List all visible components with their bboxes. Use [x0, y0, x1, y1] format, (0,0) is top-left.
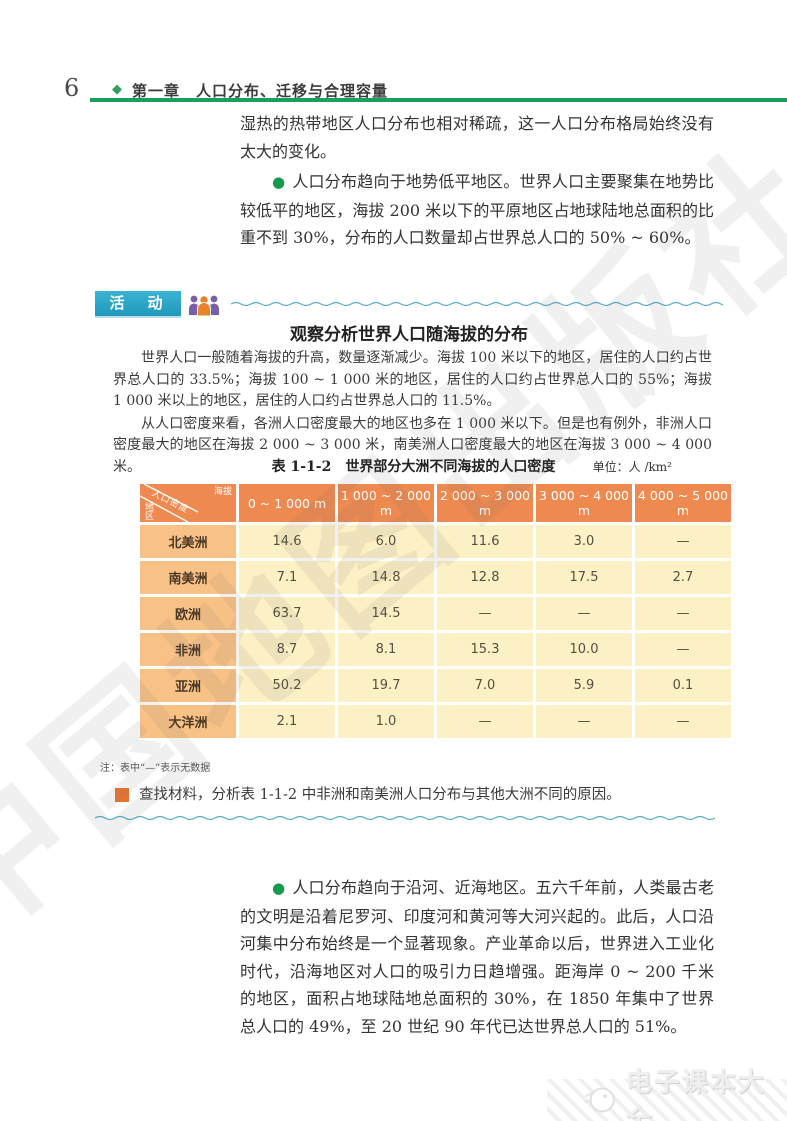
table-cell: 14.5: [338, 597, 434, 630]
table-note: 注：表中“—”表示无数据: [100, 763, 211, 774]
green-dot-icon: ●: [272, 173, 286, 191]
column-header: 3 000 ~ 4 000 m: [536, 484, 632, 522]
table-cell: 5.9: [536, 669, 632, 702]
paragraph: 世界人口一般随着海拔的升高，数量逐渐减少。海拔 100 米以下的地区，居住的人口…: [113, 350, 712, 409]
table-header-row: 海拔 人口密度 地区 0 ~ 1 000 m 1 000 ~ 2 000 m 2…: [140, 484, 731, 522]
table-cell: 1.0: [338, 705, 434, 738]
table-cell: 8.7: [239, 633, 335, 666]
activity-label: 活 动: [95, 291, 181, 316]
table-cell: 17.5: [536, 561, 632, 594]
brand-watermark: 电子课本大全: [583, 1062, 787, 1121]
wavy-divider-top: [231, 301, 723, 307]
table-caption-row: 表 1-1-2 世界部分大洲不同海拔的人口密度 单位：人 /km²: [137, 456, 690, 476]
table-row: 大洋洲 2.1 1.0 — — —: [140, 705, 731, 738]
table-cell: 12.8: [437, 561, 533, 594]
table-cell: —: [536, 597, 632, 630]
diamond-icon: ◆: [112, 82, 122, 97]
paragraph-text: 人口分布趋向于地势低平地区。世界人口主要聚集在地势比较低平的地区，海拔 200 …: [240, 172, 714, 247]
table-row: 南美洲 7.1 14.8 12.8 17.5 2.7: [140, 561, 731, 594]
table-cell: 11.6: [437, 525, 533, 558]
table-row: 北美洲 14.6 6.0 11.6 3.0 —: [140, 525, 731, 558]
table-cell: 63.7: [239, 597, 335, 630]
table-cell: 19.7: [338, 669, 434, 702]
wavy-divider-bottom: [95, 815, 716, 821]
row-header: 南美洲: [140, 561, 236, 594]
people-icon: [189, 295, 219, 316]
row-header: 欧洲: [140, 597, 236, 630]
brand-logo-icon: [584, 1087, 618, 1113]
row-header: 大洋洲: [140, 705, 236, 738]
row-header: 亚洲: [140, 669, 236, 702]
table-head: 海拔 人口密度 地区 0 ~ 1 000 m 1 000 ~ 2 000 m 2…: [140, 484, 731, 522]
activity-body: 世界人口一般随着海拔的升高，数量逐渐减少。海拔 100 米以下的地区，居住的人口…: [113, 348, 712, 478]
column-header: 1 000 ~ 2 000 m: [338, 484, 434, 522]
green-dot-icon: ●: [272, 879, 286, 897]
header-rule: [90, 98, 787, 102]
table-cell: 2.1: [239, 705, 335, 738]
table-cell: —: [635, 597, 731, 630]
table-cell: 14.8: [338, 561, 434, 594]
table-row: 非洲 8.7 8.1 15.3 10.0 —: [140, 633, 731, 666]
table-cell: —: [635, 633, 731, 666]
table-row: 欧洲 63.7 14.5 — — —: [140, 597, 731, 630]
table-caption: 表 1-1-2 世界部分大洲不同海拔的人口密度: [271, 459, 556, 475]
paragraph: 湿热的热带地区人口分布也相对稀疏，这一人口分布格局始终没有太大的变化。: [240, 114, 714, 161]
table-cell: 0.1: [635, 669, 731, 702]
table-cell: 10.0: [536, 633, 632, 666]
table-cell: 7.0: [437, 669, 533, 702]
table-cell: —: [635, 525, 731, 558]
activity-task: 查找材料，分析表 1-1-2 中非洲和南美洲人口分布与其他大洲不同的原因。: [113, 785, 713, 806]
table-cell: 2.7: [635, 561, 731, 594]
table-cell: 14.6: [239, 525, 335, 558]
row-header: 北美洲: [140, 525, 236, 558]
corner-label-region: 地区: [143, 502, 153, 520]
table-cell: —: [437, 597, 533, 630]
page-number: 6: [64, 74, 80, 102]
paragraph: 从人口密度来看，各洲人口密度最大的地区也多在 1 000 米以下。但是也有例外，…: [113, 415, 712, 475]
orange-square-icon: [115, 788, 129, 802]
outro-paragraphs: ● 人口分布趋向于沿河、近海地区。五六千年前，人类最古老的文明是沿着尼罗河、印度河…: [240, 874, 714, 1040]
paragraph: ● 人口分布趋向于沿河、近海地区。五六千年前，人类最古老的文明是沿着尼罗河、印度河…: [240, 874, 714, 1040]
activity-title: 观察分析世界人口随海拔的分布: [290, 325, 528, 345]
table-cell: 3.0: [536, 525, 632, 558]
brand-text: 电子课本大全: [625, 1068, 766, 1121]
table-corner-cell: 海拔 人口密度 地区: [140, 484, 236, 522]
table-cell: 15.3: [437, 633, 533, 666]
task-text: 查找材料，分析表 1-1-2 中非洲和南美洲人口分布与其他大洲不同的原因。: [139, 787, 621, 803]
paragraph: ● 人口分布趋向于地势低平地区。世界人口主要聚集在地势比较低平的地区，海拔 200…: [240, 168, 714, 252]
table-row: 亚洲 50.2 19.7 7.0 5.9 0.1: [140, 669, 731, 702]
chapter-title: 第一章 人口分布、迁移与合理容量: [132, 82, 389, 100]
row-header: 非洲: [140, 633, 236, 666]
paragraph-text: 人口分布趋向于沿河、近海地区。五六千年前，人类最古老的文明是沿着尼罗河、印度河和…: [240, 878, 714, 1036]
table-cell: 7.1: [239, 561, 335, 594]
table-cell: 6.0: [338, 525, 434, 558]
corner-stripes: [547, 1079, 787, 1121]
column-header: 0 ~ 1 000 m: [239, 484, 335, 522]
corner-label-elevation: 海拔: [213, 487, 232, 497]
diagonal-divider-icon: [140, 484, 198, 522]
intro-paragraphs: 湿热的热带地区人口分布也相对稀疏，这一人口分布格局始终没有太大的变化。 ● 人口分…: [240, 110, 714, 252]
column-header: 4 000 ~ 5 000 m: [635, 484, 731, 522]
column-header: 2 000 ~ 3 000 m: [437, 484, 533, 522]
table-body: 北美洲 14.6 6.0 11.6 3.0 — 南美洲 7.1 14.8 12.…: [140, 525, 731, 738]
table-cell: —: [635, 705, 731, 738]
population-density-table: 海拔 人口密度 地区 0 ~ 1 000 m 1 000 ~ 2 000 m 2…: [137, 481, 734, 741]
table-cell: —: [536, 705, 632, 738]
table-cell: 8.1: [338, 633, 434, 666]
table-cell: 50.2: [239, 669, 335, 702]
table-cell: —: [437, 705, 533, 738]
table-unit: 单位：人 /km²: [592, 460, 672, 474]
